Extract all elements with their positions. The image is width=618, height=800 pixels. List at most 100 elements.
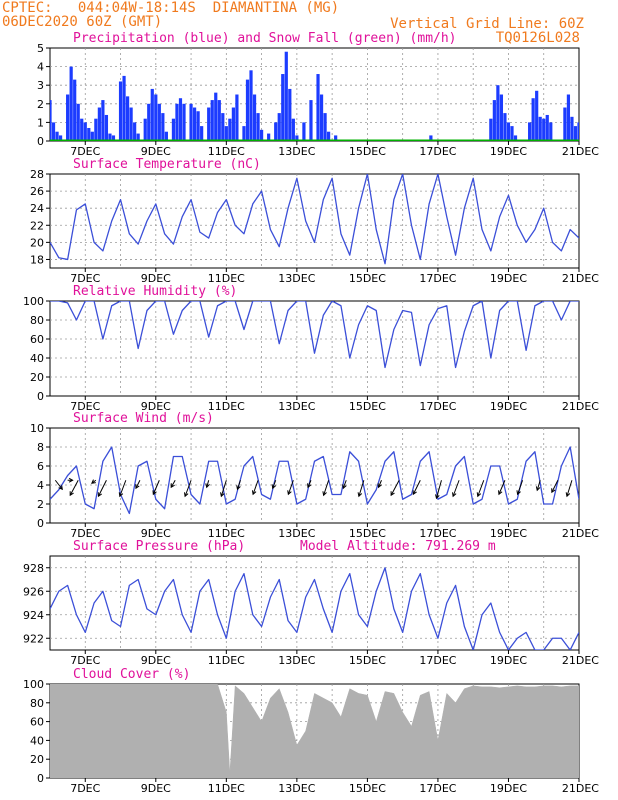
wind-vector-head xyxy=(412,490,417,496)
precip-bar xyxy=(228,118,232,141)
precip-bar xyxy=(147,103,151,141)
y-tick-label: 22 xyxy=(30,219,44,232)
wind-vector-head xyxy=(287,490,292,496)
wind-vector xyxy=(119,480,127,497)
x-tick-label: 17DEC xyxy=(419,782,456,795)
precip-bar xyxy=(58,135,63,141)
wind-vector xyxy=(135,480,141,489)
wind-vector-head xyxy=(271,484,277,490)
precip-bar xyxy=(94,118,98,141)
wind-vector-head xyxy=(452,492,457,498)
precip-bar xyxy=(316,74,320,141)
wind-vector xyxy=(536,480,541,491)
wind-vector xyxy=(184,480,192,497)
y-tick-label: 26 xyxy=(30,185,44,198)
wind-vector xyxy=(272,480,277,489)
wind-vector-head xyxy=(170,483,175,489)
precip-bar xyxy=(73,79,77,141)
x-tick-label: 7DEC xyxy=(70,654,100,667)
y-tick-label: 928 xyxy=(23,562,44,575)
wind-vector xyxy=(69,480,79,496)
x-tick-label: 7DEC xyxy=(70,145,100,158)
x-tick-label: 9DEC xyxy=(141,400,171,413)
x-tick-label: 17DEC xyxy=(419,527,456,540)
y-tick-label: 8 xyxy=(37,441,44,454)
wind-vector-head xyxy=(307,483,312,489)
precip-bar xyxy=(334,135,338,141)
y-tick-label: 0 xyxy=(37,517,44,530)
x-tick-label: 15DEC xyxy=(349,400,386,413)
precip-bar xyxy=(161,113,165,141)
precip-bar xyxy=(157,103,161,141)
wind-vector xyxy=(236,480,241,490)
wind-vector xyxy=(452,480,460,497)
wind-vector-head xyxy=(551,488,556,494)
x-tick-label: 7DEC xyxy=(70,272,100,285)
x-tick-label: 7DEC xyxy=(70,782,100,795)
wind-vector xyxy=(435,480,442,499)
precip-bar xyxy=(150,88,154,141)
x-tick-label: 21DEC xyxy=(562,527,599,540)
wind-vector-head xyxy=(58,485,63,491)
y-tick-label: 100 xyxy=(23,678,44,691)
y-tick-label: 20 xyxy=(30,236,44,249)
precip-bar xyxy=(267,133,271,141)
x-tick-label: 19DEC xyxy=(490,400,527,413)
precip-bar xyxy=(143,118,147,141)
wind-vector xyxy=(412,480,421,495)
precip-bar xyxy=(538,116,542,141)
wind-vector xyxy=(97,480,107,497)
wind-vector-head xyxy=(565,492,571,498)
x-tick-label: 7DEC xyxy=(70,527,100,540)
wind-vector xyxy=(358,480,365,497)
x-tick-label: 15DEC xyxy=(349,527,386,540)
y-tick-label: 18 xyxy=(30,253,44,266)
wind-line xyxy=(50,446,579,515)
wind-vector-head xyxy=(535,486,541,492)
precip-bar xyxy=(87,127,91,141)
wind-vector-head xyxy=(236,485,241,491)
x-tick-label: 21DEC xyxy=(562,272,599,285)
y-tick-label: 4 xyxy=(37,479,44,492)
wind-vector-head xyxy=(152,490,157,496)
y-tick-label: 922 xyxy=(23,632,44,645)
x-tick-label: 15DEC xyxy=(349,782,386,795)
precip-bar xyxy=(252,94,257,141)
y-tick-label: 40 xyxy=(30,734,44,747)
wind-vector-head xyxy=(205,483,210,489)
wind-vector xyxy=(378,480,382,488)
precip-bar xyxy=(221,113,225,141)
pressure-line xyxy=(50,567,579,650)
x-tick-label: 15DEC xyxy=(349,145,386,158)
x-tick-label: 13DEC xyxy=(278,145,315,158)
precip-bar xyxy=(284,51,288,141)
x-tick-label: 13DEC xyxy=(278,527,315,540)
precip-bar xyxy=(531,98,535,141)
plot-frame-pressure xyxy=(49,555,580,651)
header-grid-note: Vertical Grid Line: 60Z xyxy=(390,16,584,32)
wind-vector xyxy=(390,480,400,496)
y-tick-label: 5 xyxy=(37,42,44,55)
x-tick-label: 19DEC xyxy=(490,527,527,540)
wind-vector-head xyxy=(135,484,140,490)
precip-bar xyxy=(281,74,285,141)
panel-title-wind: Surface Wind (m/s) xyxy=(73,411,214,426)
precip-bar xyxy=(122,75,126,141)
precip-bar xyxy=(224,126,228,141)
wind-vector-head xyxy=(342,484,347,490)
wind-vector xyxy=(342,480,347,489)
x-tick-label: 17DEC xyxy=(419,272,456,285)
x-tick-label: 19DEC xyxy=(490,782,527,795)
wind-vector-head xyxy=(322,491,327,497)
y-tick-label: 20 xyxy=(30,753,44,766)
precip-bar xyxy=(528,122,532,141)
plot-frame-wind xyxy=(49,427,580,524)
wind-vector-head xyxy=(516,490,521,496)
precip-bar xyxy=(563,107,567,141)
precip-bar xyxy=(182,103,186,141)
precip-bar xyxy=(274,122,278,141)
precip-bar xyxy=(66,94,70,141)
y-tick-label: 28 xyxy=(30,168,44,181)
wind-vector xyxy=(54,479,63,490)
